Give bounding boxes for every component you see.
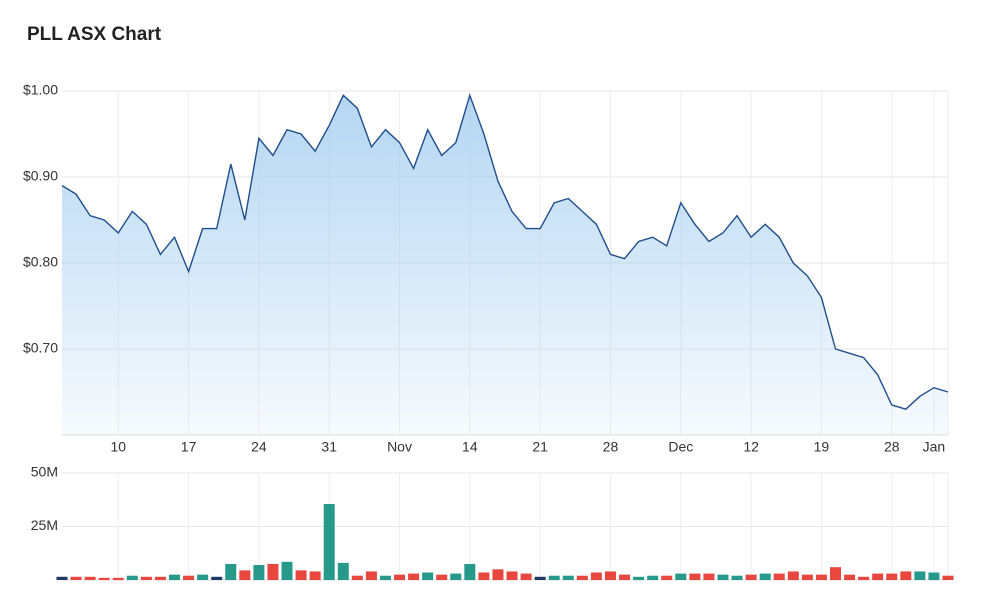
volume-bar bbox=[267, 563, 279, 580]
x-tick-label: 10 bbox=[110, 439, 126, 455]
volume-bar bbox=[295, 570, 307, 580]
y-tick-label: $0.70 bbox=[23, 340, 58, 356]
y-tick-label: $0.80 bbox=[23, 254, 58, 270]
volume-bar bbox=[731, 575, 743, 580]
volume-bar bbox=[394, 574, 406, 580]
price-line bbox=[61, 93, 949, 410]
volume-bar bbox=[183, 575, 195, 580]
volume-bar bbox=[253, 565, 265, 580]
volume-bar bbox=[829, 567, 841, 580]
volume-bar bbox=[717, 574, 729, 580]
x-tick-label: Jan bbox=[923, 439, 946, 455]
x-tick-label: 17 bbox=[181, 439, 197, 455]
volume-bar bbox=[84, 576, 96, 580]
volume-bar bbox=[126, 575, 138, 580]
volume-bar bbox=[154, 576, 166, 580]
volume-bar bbox=[604, 571, 616, 580]
volume-bar bbox=[872, 573, 884, 580]
volume-bar bbox=[56, 576, 68, 580]
volume-bar bbox=[422, 572, 434, 580]
volume-bar bbox=[98, 577, 110, 580]
volume-bar bbox=[70, 576, 82, 580]
volume-bar bbox=[900, 571, 912, 580]
volume-bar bbox=[675, 573, 687, 580]
volume-bar bbox=[661, 575, 673, 580]
volume-bar bbox=[337, 562, 349, 580]
area-fill bbox=[62, 95, 948, 436]
volume-bar bbox=[619, 574, 631, 580]
volume-bar bbox=[112, 577, 124, 580]
volume-bar bbox=[281, 561, 293, 580]
y-tick-label: 25M bbox=[31, 517, 58, 533]
volume-bar bbox=[844, 574, 856, 580]
x-tick-label: 12 bbox=[743, 439, 759, 455]
volume-bar bbox=[801, 574, 813, 580]
volume-bar bbox=[773, 573, 785, 580]
volume-bar bbox=[408, 573, 420, 580]
volume-bar bbox=[548, 575, 560, 580]
volume-bar bbox=[689, 573, 701, 580]
volume-bar bbox=[520, 573, 532, 580]
x-tick-label: 21 bbox=[532, 439, 548, 455]
volume-bar bbox=[169, 574, 181, 580]
volume-bar bbox=[703, 573, 715, 580]
x-tick-label: 19 bbox=[814, 439, 830, 455]
volume-bar bbox=[759, 573, 771, 580]
x-tick-label: 28 bbox=[603, 439, 619, 455]
volume-bar bbox=[787, 571, 799, 580]
volume-bar bbox=[140, 576, 152, 580]
volume-bar bbox=[239, 570, 251, 580]
x-tick-label: Nov bbox=[387, 439, 412, 455]
volume-bar bbox=[450, 573, 462, 580]
volume-bar bbox=[225, 563, 237, 580]
chart-title: PLL ASX Chart bbox=[27, 24, 162, 45]
volume-bar bbox=[464, 563, 476, 580]
volume-bar bbox=[211, 576, 223, 580]
volume-bar bbox=[858, 576, 870, 580]
volume-bar bbox=[590, 572, 602, 580]
y-tick-label: 50M bbox=[31, 464, 58, 480]
volume-bar bbox=[478, 572, 490, 580]
volume-bar bbox=[492, 569, 504, 580]
volume-bar bbox=[942, 575, 954, 580]
volume-bar bbox=[576, 575, 588, 580]
x-tick-label: 28 bbox=[884, 439, 900, 455]
volume-bar bbox=[379, 575, 391, 580]
x-tick-label: Dec bbox=[668, 439, 693, 455]
volume-bar bbox=[197, 574, 209, 580]
volume-bar bbox=[914, 571, 926, 580]
volume-bar bbox=[562, 575, 574, 580]
volume-bar bbox=[506, 571, 518, 580]
x-tick-label: 14 bbox=[462, 439, 478, 455]
volume-bar bbox=[745, 574, 757, 580]
volume-bar bbox=[633, 576, 645, 580]
x-tick-label: 24 bbox=[251, 439, 267, 455]
volume-bar bbox=[365, 571, 377, 580]
volume-bar bbox=[351, 575, 363, 580]
volume-bar bbox=[647, 575, 659, 580]
volume-bar bbox=[534, 576, 546, 580]
volume-bar bbox=[323, 504, 335, 580]
volume-bar bbox=[309, 571, 321, 580]
volume-bar bbox=[928, 572, 940, 580]
x-tick-label: 31 bbox=[321, 439, 337, 455]
y-tick-label: $0.90 bbox=[23, 168, 58, 184]
volume-bar bbox=[436, 574, 448, 580]
volume-bar bbox=[886, 573, 898, 580]
volume-bar bbox=[815, 574, 827, 580]
y-tick-label: $1.00 bbox=[23, 82, 58, 98]
